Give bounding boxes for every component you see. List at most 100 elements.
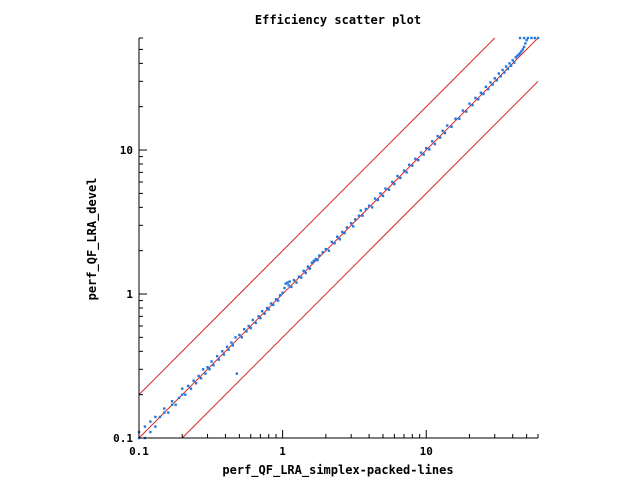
data-point [269,302,273,305]
data-point [276,299,280,302]
data-point [245,330,248,333]
data-point [199,377,203,380]
data-point [338,238,341,241]
data-point [181,393,184,396]
data-point [486,87,490,91]
data-point [361,214,364,217]
data-point [222,353,226,356]
data-point [428,148,431,151]
data-point [194,382,198,385]
data-point [364,207,368,211]
data-point [405,171,408,174]
data-point [357,214,361,217]
data-point [206,366,209,369]
data-point [536,36,540,40]
data-point [501,68,504,72]
data-point [508,62,511,65]
data-point [524,42,527,45]
data-point [458,117,461,120]
data-point [476,98,480,101]
data-point [215,354,219,358]
data-point [174,403,177,407]
x-tick-label: 10 [420,445,433,458]
data-point [265,306,269,310]
data-point [318,254,321,257]
data-point [254,321,257,325]
data-point [419,151,423,154]
data-point [461,109,465,112]
data-point [300,276,303,279]
data-point [308,267,312,270]
data-point [414,157,417,160]
data-point [471,103,474,107]
data-point [247,324,250,328]
data-point [181,387,184,390]
data-point [170,403,174,407]
data-point [441,129,444,133]
data-point [163,407,166,410]
data-point [514,56,517,59]
data-point [479,91,483,94]
data-point [304,271,307,275]
data-point [526,36,530,40]
data-point [217,358,221,361]
data-point [170,400,174,403]
data-point [450,125,453,129]
data-point [149,430,152,434]
data-point [497,72,500,75]
data-point [387,188,391,191]
data-point [312,259,316,263]
data-point [263,312,266,315]
y-axis-label: perf_QF_LRA_devel [85,178,100,301]
data-point [177,396,181,400]
data-point [520,50,523,53]
data-point [231,344,235,347]
data-point [143,425,147,428]
data-point [495,79,499,82]
data-point [284,282,287,285]
data-point [493,77,496,80]
data-point [517,53,520,56]
data-point [286,281,289,284]
data-point [341,230,344,234]
data-point [489,81,492,84]
data-point [402,169,406,172]
data-point [465,110,468,113]
data-point [411,164,414,167]
data-point [511,59,514,62]
data-point [154,425,157,428]
data-point [391,180,394,184]
axes [138,38,538,439]
data-point [518,52,522,55]
data-point [158,415,162,419]
data-point [242,327,246,331]
data-point [278,294,282,297]
data-point [210,360,213,363]
data-point [163,411,166,414]
data-point [436,134,439,138]
data-point [343,231,346,235]
data-point [302,269,305,272]
data-point [351,225,355,228]
data-point [221,350,224,353]
data-point [234,336,237,339]
data-point [310,261,314,264]
data-point [327,249,331,252]
data-point [287,284,290,287]
data-point [208,368,211,371]
data-point [295,281,298,284]
data-point [257,315,260,318]
data-point [468,102,471,105]
data-point [306,265,310,268]
data-point [381,194,385,198]
reference-line-y-x [138,37,539,439]
data-point [417,159,420,162]
data-point [274,298,278,301]
data-point [509,64,513,67]
data-point [359,209,362,212]
data-point [376,198,380,202]
y-tick-label: 1 [126,288,133,301]
data-point [197,374,200,378]
data-point [425,146,428,150]
